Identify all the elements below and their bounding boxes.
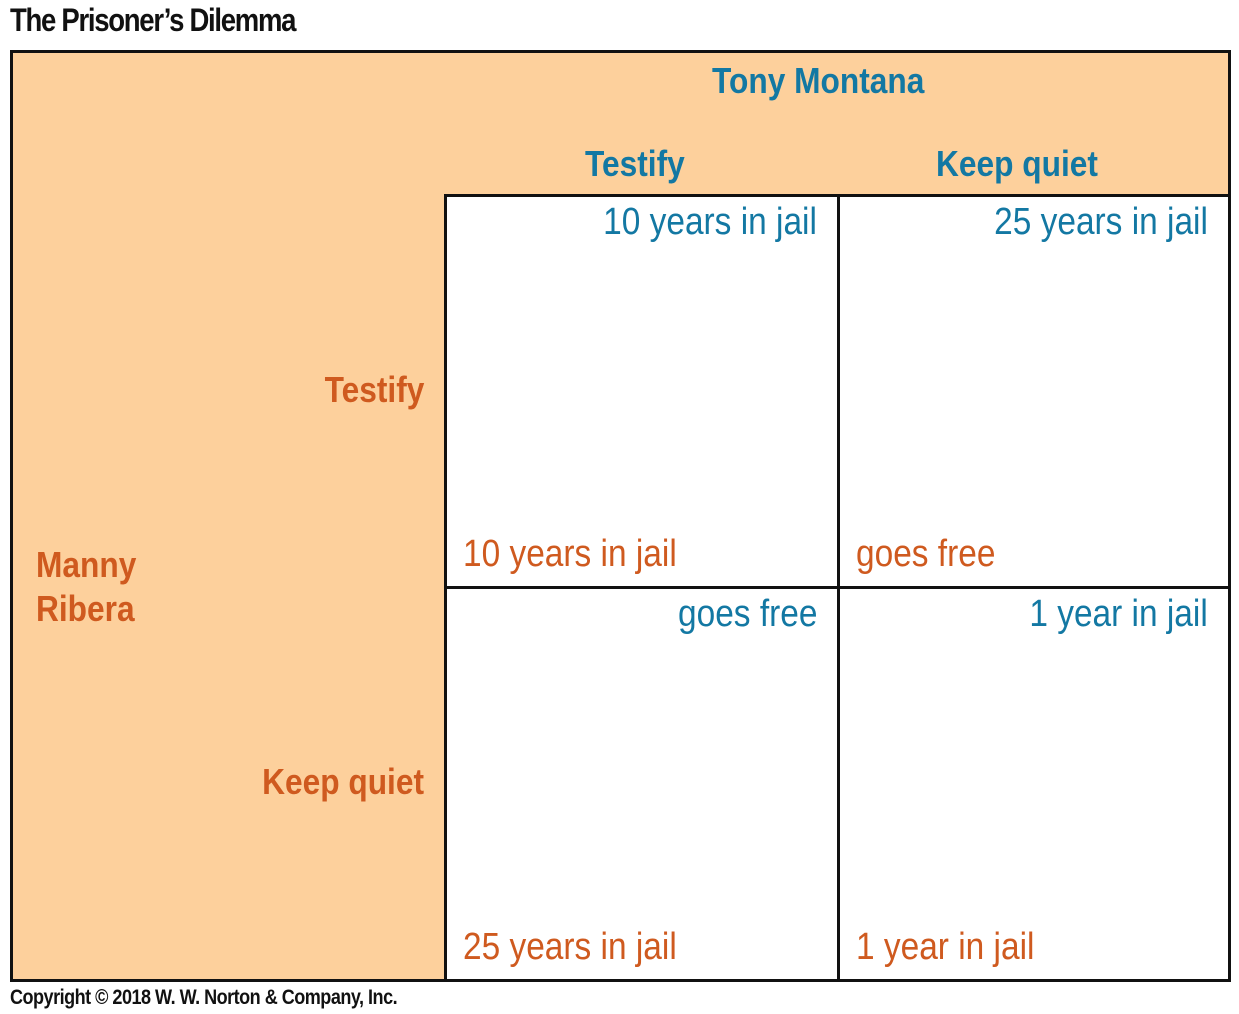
payoff-cell-testify-keep-quiet: 25 years in jail goes free [837,194,1231,589]
copyright-notice: Copyright © 2018 W. W. Norton & Company,… [10,986,398,1009]
payoff-cell-keep-quiet-keep-quiet: 1 year in jail 1 year in jail [837,586,1231,982]
column-strategy-keep-quiet: Keep quiet [936,143,1098,184]
column-player-payoff: goes free [677,593,817,635]
row-player-name-line-2: Ribera [36,588,135,629]
column-strategy-testify: Testify [585,143,685,184]
row-strategy-testify: Testify [324,369,424,410]
payoff-cell-testify-testify: 10 years in jail 10 years in jail [444,194,840,589]
row-player-name-line-1: Manny [36,544,137,585]
row-strategy-keep-quiet: Keep quiet [262,761,424,802]
row-player-payoff: 1 year in jail [856,926,1035,968]
column-player-name: Tony Montana [712,60,925,101]
column-player-payoff: 25 years in jail [994,201,1208,243]
payoff-cell-keep-quiet-testify: goes free 25 years in jail [444,586,840,982]
column-player-payoff: 1 year in jail [1029,593,1208,635]
row-player-payoff: 10 years in jail [463,533,677,575]
figure-title: The Prisoner’s Dilemma [10,2,296,38]
row-player-payoff: goes free [856,533,996,575]
row-player-payoff: 25 years in jail [463,926,677,968]
row-player-name: Manny Ribera [36,543,136,631]
column-player-payoff: 10 years in jail [603,201,817,243]
